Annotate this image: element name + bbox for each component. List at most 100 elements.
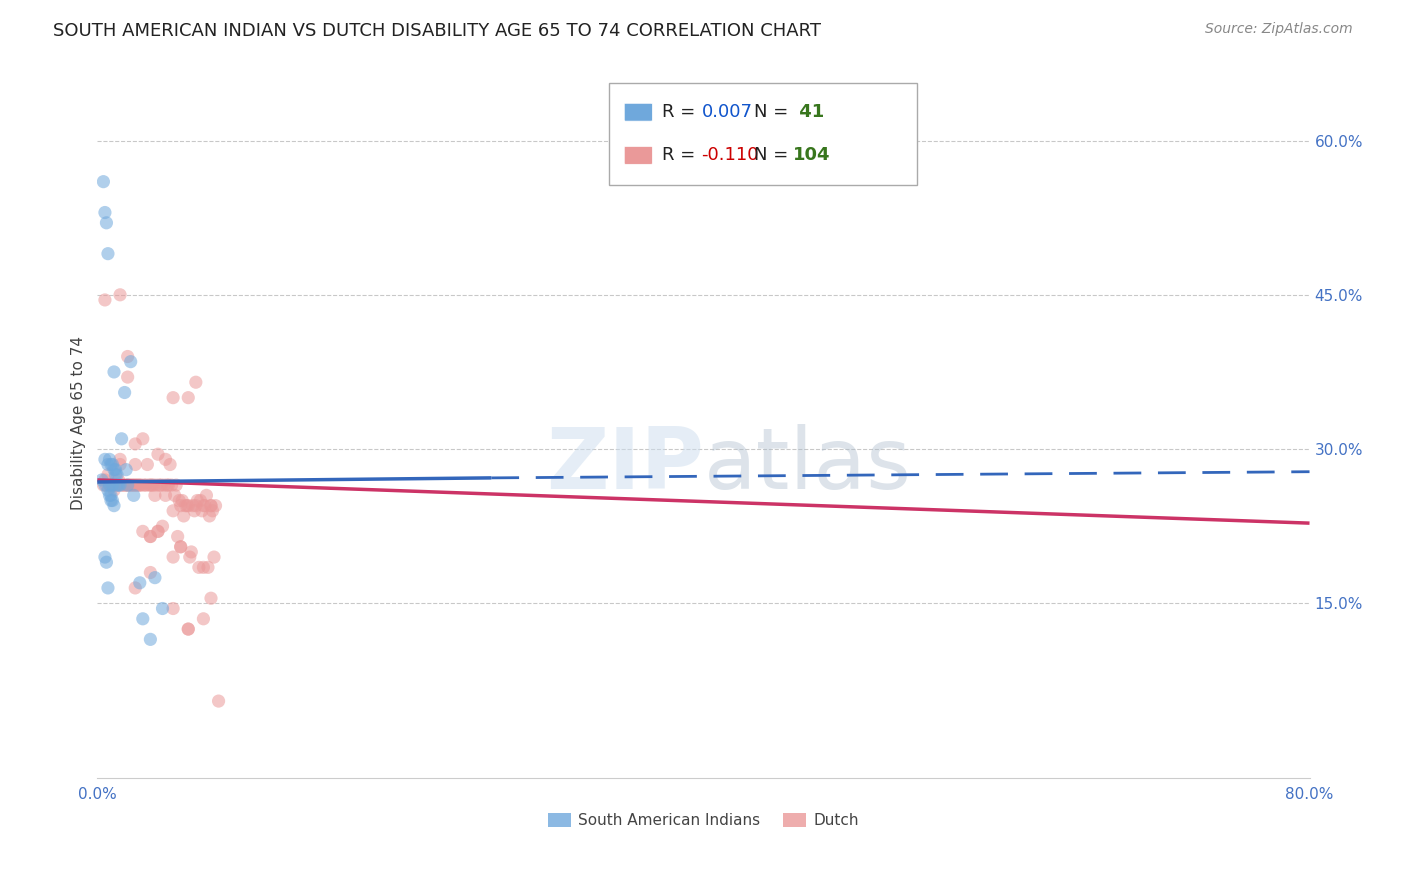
Point xyxy=(124,581,146,595)
Point xyxy=(160,478,183,492)
Point xyxy=(190,493,212,508)
Point xyxy=(170,540,193,554)
Point xyxy=(135,478,157,492)
Point xyxy=(167,493,190,508)
Point xyxy=(187,560,209,574)
Point xyxy=(100,458,122,472)
Point xyxy=(138,478,160,492)
Point xyxy=(152,519,174,533)
Point xyxy=(145,478,167,492)
Text: N =: N = xyxy=(754,103,793,121)
Point xyxy=(155,452,177,467)
Point xyxy=(177,622,200,636)
Point xyxy=(120,478,142,492)
Point xyxy=(121,478,143,492)
Point xyxy=(179,550,201,565)
Point xyxy=(156,478,179,492)
Point xyxy=(117,350,139,364)
Point xyxy=(129,478,152,492)
Point xyxy=(184,376,207,390)
Point xyxy=(115,478,138,492)
Point xyxy=(176,499,198,513)
Point xyxy=(114,478,136,492)
Point xyxy=(115,463,138,477)
Point xyxy=(110,478,132,492)
Point xyxy=(94,550,117,565)
Point xyxy=(117,370,139,384)
Point xyxy=(94,205,117,219)
Point xyxy=(207,694,229,708)
Point xyxy=(193,612,215,626)
Point xyxy=(139,478,162,492)
Point xyxy=(143,571,166,585)
Point xyxy=(150,478,173,492)
Point xyxy=(104,478,127,492)
Point xyxy=(127,478,149,492)
Point xyxy=(122,488,145,502)
Point xyxy=(100,493,122,508)
Point xyxy=(143,488,166,502)
Text: N =: N = xyxy=(754,146,793,164)
Point xyxy=(108,287,131,301)
Point xyxy=(136,458,159,472)
Point xyxy=(194,499,217,513)
Point xyxy=(122,478,145,492)
Point xyxy=(163,488,186,502)
Point xyxy=(139,529,162,543)
Point xyxy=(162,504,184,518)
Point xyxy=(200,499,222,513)
Point xyxy=(125,478,148,492)
Point xyxy=(94,452,117,467)
Text: 0.007: 0.007 xyxy=(702,103,752,121)
Point xyxy=(104,463,127,477)
Point xyxy=(103,483,125,498)
Point xyxy=(132,524,155,539)
Point xyxy=(146,524,169,539)
Point xyxy=(108,452,131,467)
Text: SOUTH AMERICAN INDIAN VS DUTCH DISABILITY AGE 65 TO 74 CORRELATION CHART: SOUTH AMERICAN INDIAN VS DUTCH DISABILIT… xyxy=(53,22,821,40)
Point xyxy=(193,499,215,513)
Point xyxy=(120,354,142,368)
Point xyxy=(93,478,115,492)
Point xyxy=(155,488,177,502)
Point xyxy=(146,524,169,539)
Point xyxy=(103,365,125,379)
Point xyxy=(172,493,194,508)
Y-axis label: Disability Age 65 to 74: Disability Age 65 to 74 xyxy=(72,336,86,510)
Point xyxy=(97,246,120,260)
Point xyxy=(162,550,184,565)
Legend: South American Indians, Dutch: South American Indians, Dutch xyxy=(541,807,865,834)
Text: ZIP: ZIP xyxy=(546,425,703,508)
Point xyxy=(142,478,165,492)
Point xyxy=(181,499,204,513)
Point xyxy=(128,478,150,492)
Point xyxy=(146,447,169,461)
Point xyxy=(148,478,170,492)
Point xyxy=(157,478,180,492)
Point xyxy=(101,493,124,508)
Point xyxy=(195,488,218,502)
Point xyxy=(98,488,121,502)
Point xyxy=(93,175,115,189)
Text: Source: ZipAtlas.com: Source: ZipAtlas.com xyxy=(1205,22,1353,37)
Point xyxy=(118,478,141,492)
Point xyxy=(183,504,205,518)
Point xyxy=(94,478,117,492)
Point xyxy=(101,458,124,472)
Point xyxy=(124,437,146,451)
Point xyxy=(98,478,121,492)
Point xyxy=(90,473,112,487)
Point xyxy=(141,478,163,492)
Point xyxy=(105,467,128,482)
Point xyxy=(180,545,202,559)
Point xyxy=(166,529,188,543)
Point xyxy=(165,478,187,492)
Point xyxy=(191,504,214,518)
Point xyxy=(94,473,117,487)
Text: -0.110: -0.110 xyxy=(702,146,759,164)
Point xyxy=(94,293,117,307)
Point xyxy=(173,508,195,523)
Point xyxy=(98,452,121,467)
Point xyxy=(96,555,118,569)
Point xyxy=(96,478,118,492)
